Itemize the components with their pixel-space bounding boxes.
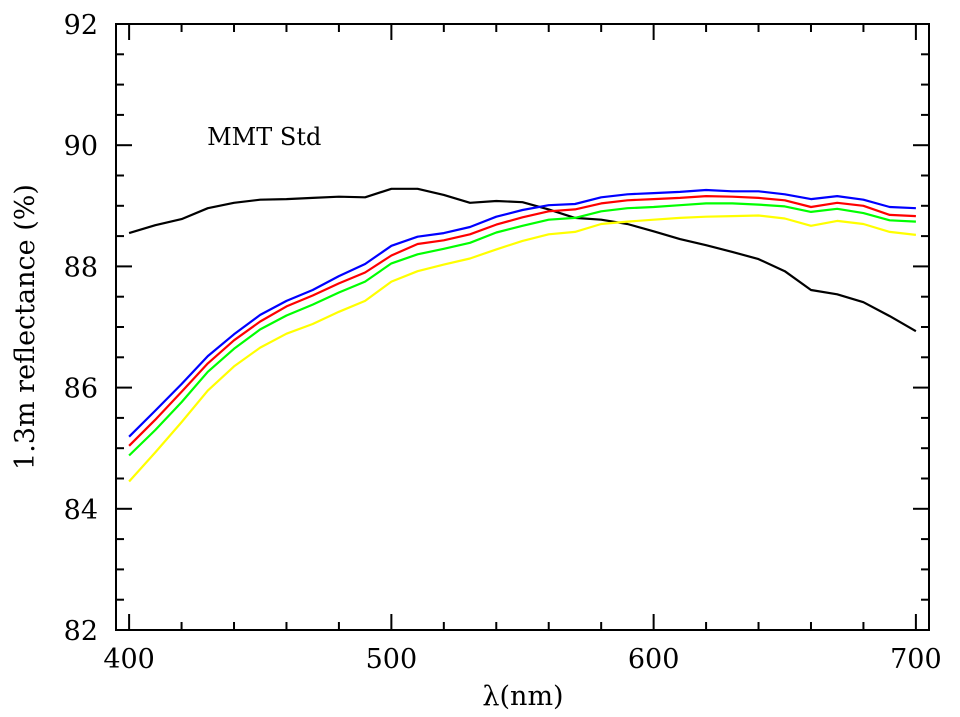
x-axis-title: λ(nm) xyxy=(482,681,563,712)
x-tick-label: 500 xyxy=(366,644,418,675)
y-tick-label: 92 xyxy=(64,10,98,41)
y-tick-label: 84 xyxy=(64,495,98,526)
plot-frame xyxy=(115,23,930,631)
series-line-green xyxy=(128,202,916,457)
tick-labels: 400 500 600 700 82 84 86 88 90 92 xyxy=(64,10,942,675)
x-tick-label: 400 xyxy=(103,644,155,675)
y-tick-label: 82 xyxy=(64,616,98,647)
axis-ticks xyxy=(116,23,929,631)
y-tick-label: 88 xyxy=(64,252,98,283)
x-tick-label: 600 xyxy=(628,644,680,675)
y-tick-label: 86 xyxy=(64,374,98,405)
x-tick-label: 700 xyxy=(890,644,942,675)
series-group xyxy=(128,187,917,483)
series-line-blue xyxy=(128,188,916,438)
series-line-red xyxy=(128,195,916,447)
annotation-mmt-std: MMT Std xyxy=(207,123,321,151)
series-line-yellow xyxy=(128,214,917,483)
series-line-mmt-std xyxy=(128,187,917,333)
y-tick-label: 90 xyxy=(64,131,98,162)
y-axis-title: 1.3m reflectance (%) xyxy=(10,184,41,470)
